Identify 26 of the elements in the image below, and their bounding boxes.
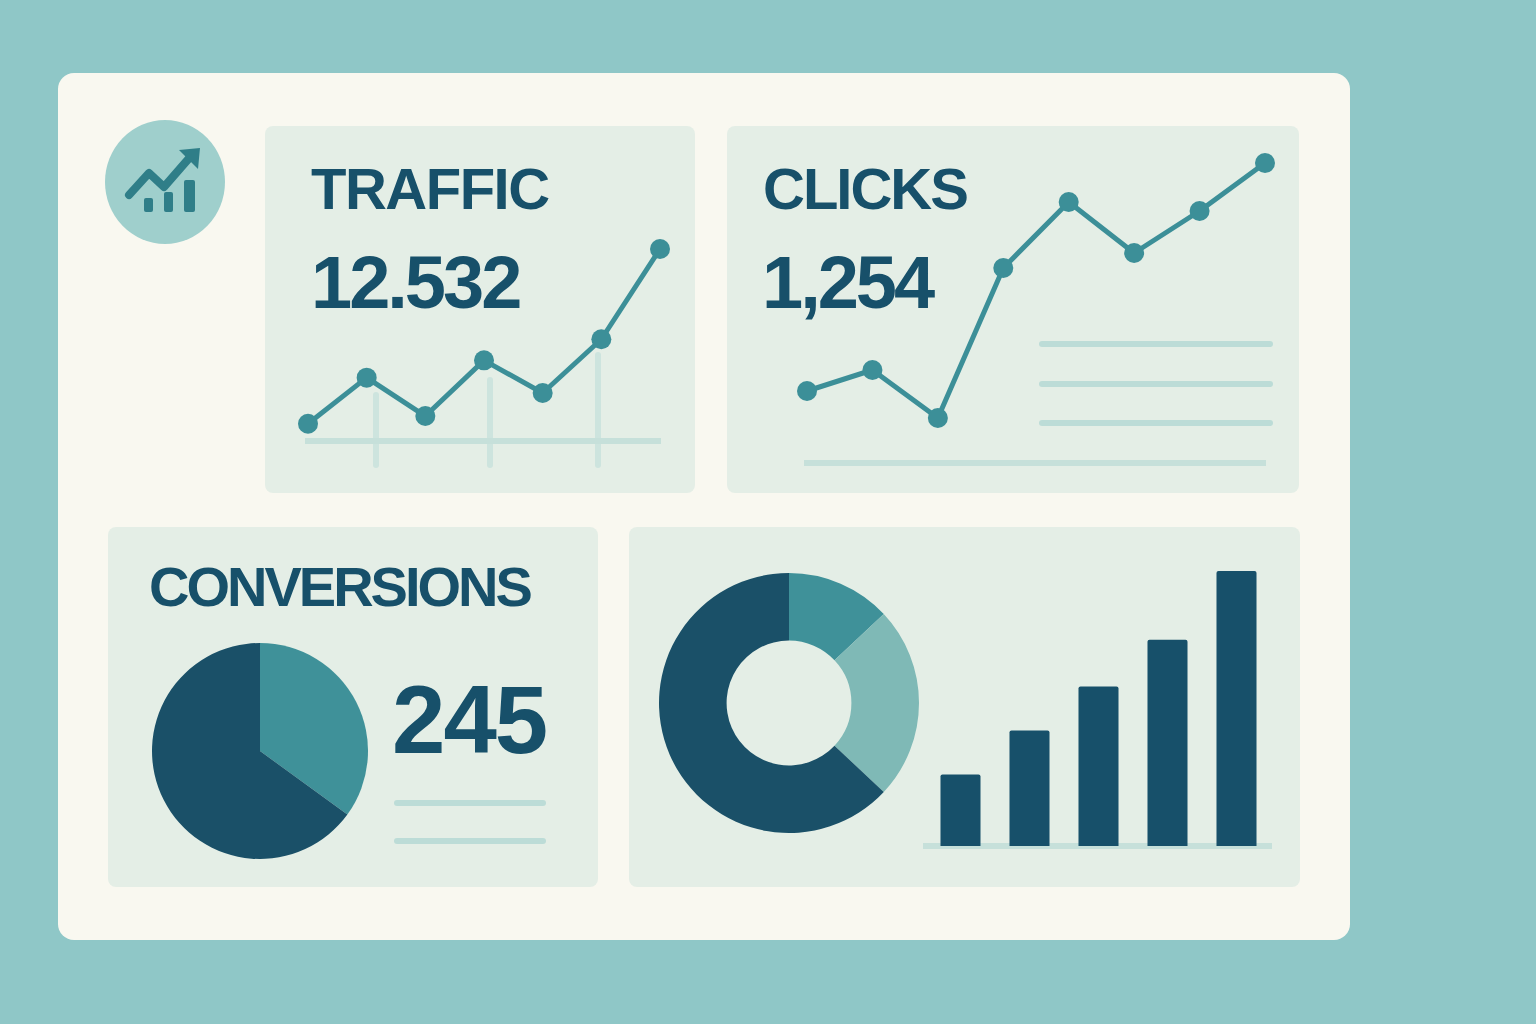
point — [993, 258, 1014, 278]
point — [1189, 201, 1210, 221]
point — [591, 329, 612, 350]
point — [650, 239, 670, 259]
bar — [1147, 639, 1188, 846]
annotation: 12.532 — [311, 241, 520, 324]
chart-title: CONVERSIONS — [149, 555, 530, 618]
point — [474, 350, 494, 371]
point — [1058, 192, 1079, 212]
point — [532, 383, 553, 403]
bar — [940, 774, 981, 846]
bar — [1009, 730, 1050, 846]
chart-title: TRAFFIC — [311, 156, 549, 221]
point — [356, 367, 377, 388]
bar — [1216, 571, 1257, 846]
point — [797, 381, 817, 401]
point — [1255, 153, 1275, 173]
text: 245 — [392, 666, 547, 773]
point — [1124, 243, 1145, 263]
bar — [1078, 686, 1119, 846]
chart-title: CLICKS — [763, 156, 967, 221]
point — [415, 406, 436, 427]
point — [298, 413, 318, 434]
point — [927, 408, 948, 428]
annotation: 1,254 — [762, 241, 933, 324]
point — [862, 360, 883, 380]
